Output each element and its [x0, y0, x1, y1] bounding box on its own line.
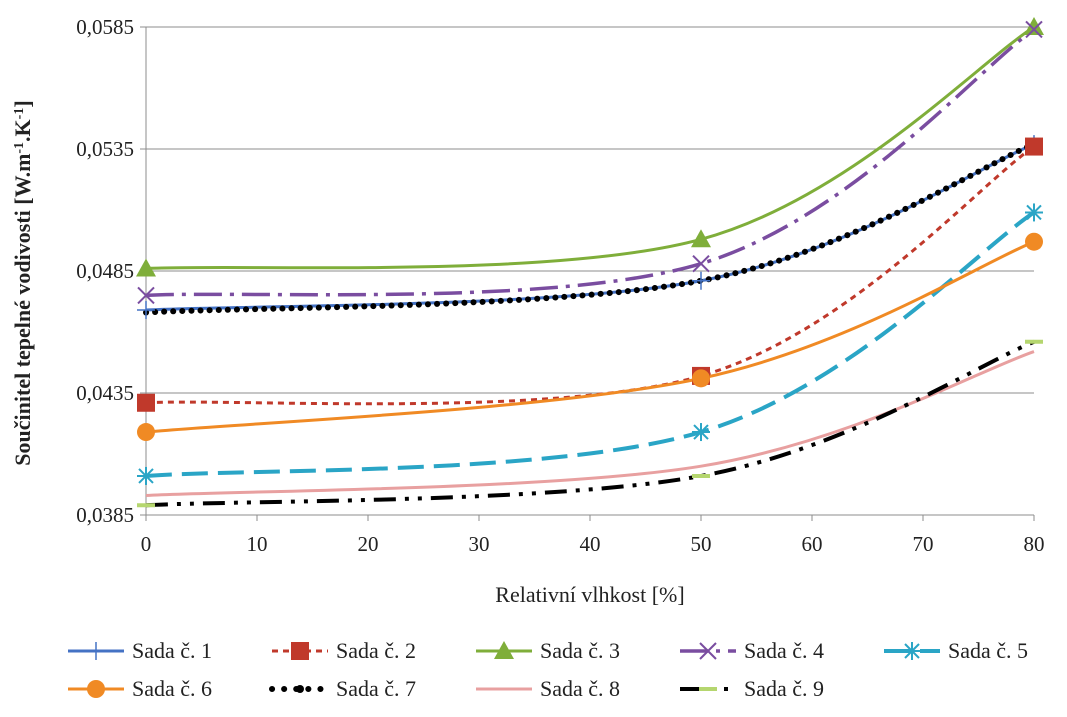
data-point	[137, 301, 155, 320]
legend-item-sada-6: Sada č. 6	[68, 676, 212, 701]
data-point	[692, 369, 710, 388]
legend-marker	[296, 685, 304, 693]
series-lines	[143, 25, 1037, 508]
x-tick-label: 50	[691, 532, 712, 556]
series-line-2	[145, 145, 1035, 406]
x-tick-label: 30	[469, 532, 490, 556]
data-point	[137, 466, 155, 485]
data-point	[1025, 232, 1043, 251]
legend-label: Sada č. 3	[540, 638, 620, 663]
data-point	[692, 254, 710, 273]
series-line-8	[145, 350, 1035, 497]
x-tick-label: 60	[802, 532, 823, 556]
data-point	[1025, 203, 1043, 222]
y-axis-title: Součinitel tepelné vodivosti [W.m-1.K-1]	[10, 100, 35, 465]
legend-marker	[903, 642, 921, 660]
legend: Sada č. 1 Sada č. 2 Sada č. 3 Sada č. 4 Sada…	[68, 638, 1028, 701]
x-tick-label: 70	[913, 532, 934, 556]
x-tick-label: 20	[358, 532, 379, 556]
data-point	[1025, 20, 1043, 39]
legend-marker	[87, 642, 105, 660]
data-point	[137, 286, 155, 305]
legend-marker	[699, 642, 717, 660]
y-tick-label: 0,0535	[76, 137, 134, 161]
series-markers	[136, 17, 1044, 508]
y-tick-label: 0,0385	[76, 503, 134, 527]
legend-label: Sada č. 8	[540, 676, 620, 701]
legend-item-sada-1: Sada č. 1	[68, 638, 212, 663]
y-tick-label: 0,0485	[76, 259, 134, 283]
data-point	[1024, 17, 1044, 35]
axis-labels: 0,0385 0,0435 0,0485 0,0535 0,0585 0 10 20 30 40 5…	[10, 15, 1045, 607]
legend-label: Sada č. 6	[132, 676, 212, 701]
legend-marker	[494, 641, 514, 659]
x-tick-label: 10	[247, 532, 268, 556]
data-point	[137, 393, 155, 412]
legend-label: Sada č. 2	[336, 638, 416, 663]
series-line-7	[143, 141, 1037, 316]
data-point	[691, 229, 711, 248]
series-line-6	[145, 240, 1035, 434]
legend-label: Sada č. 5	[948, 638, 1028, 663]
data-point	[137, 423, 155, 442]
axes	[140, 26, 1035, 521]
data-point	[136, 258, 156, 277]
legend-label: Sada č. 7	[336, 676, 416, 701]
legend-label: Sada č. 1	[132, 638, 212, 663]
legend-item-sada-5: Sada č. 5	[884, 638, 1028, 663]
x-tick-label: 40	[580, 532, 601, 556]
series-line-9	[145, 339, 1035, 508]
legend-item-sada-3: Sada č. 3	[476, 638, 620, 663]
legend-item-sada-8: Sada č. 8	[476, 676, 620, 701]
series-line-5	[145, 210, 1036, 478]
series-line-4	[145, 28, 1036, 298]
data-point	[1025, 137, 1043, 156]
legend-marker	[291, 642, 309, 660]
y-tick-label: 0,0435	[76, 381, 134, 405]
x-axis-title: Relativní vlhkost [%]	[495, 582, 684, 607]
y-tick-label: 0,0585	[76, 15, 134, 39]
legend-item-sada-9: Sada č. 9	[680, 676, 824, 701]
data-point	[692, 271, 710, 290]
series-line-3	[145, 25, 1035, 271]
legend-marker	[87, 680, 105, 698]
legend-item-sada-7: Sada č. 7	[269, 676, 416, 701]
legend-label: Sada č. 9	[744, 676, 824, 701]
x-tick-label: 80	[1024, 532, 1045, 556]
legend-item-sada-4: Sada č. 4	[680, 638, 824, 663]
data-point	[692, 423, 710, 442]
legend-item-sada-2: Sada č. 2	[272, 638, 416, 663]
legend-label: Sada č. 4	[744, 638, 824, 663]
x-tick-label: 0	[141, 532, 152, 556]
